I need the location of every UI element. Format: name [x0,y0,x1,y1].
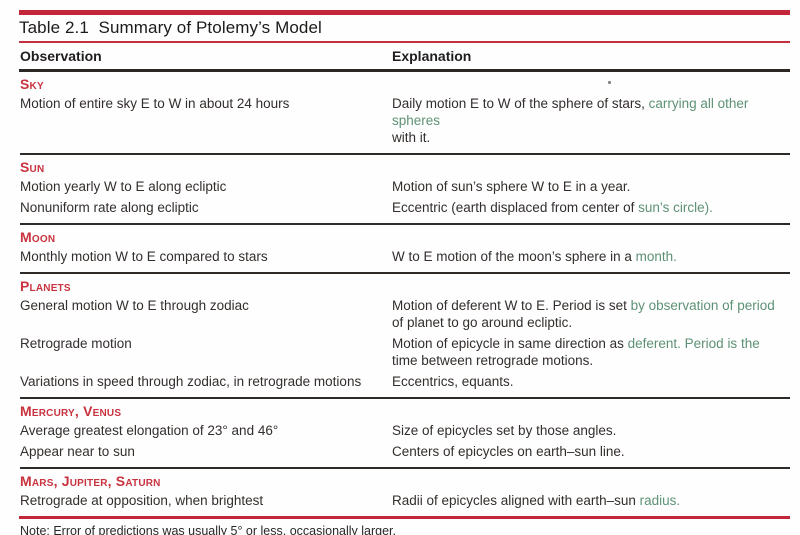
section-mercury-venus: Mercury, Venus Average greatest elongatio… [20,397,790,467]
observation-cell: Nonuniform rate along ecliptic [20,200,199,215]
text-segment: Daily motion E to W of the sphere of sta… [392,96,649,111]
section-planets: Planets General motion W to E through zod… [20,272,790,397]
section-sun: Sun Motion yearly W to E along ecliptic Mo… [20,153,790,223]
green-text-segment: radius. [639,493,681,508]
table-row: Motion yearly W to E along ecliptic Motio… [20,178,790,195]
table-row: Monthly motion W to E compared to stars W… [20,248,790,265]
text-segment: Motion of sun’s sphere W to E in a year. [392,179,631,194]
text-segment: Centers of epicycles on earth–sun line. [392,444,625,459]
section-label: Sun [20,159,45,175]
green-text-segment: deferent. Period is the [627,336,760,351]
text-segment: Eccentrics, equants. [392,374,514,389]
explanation-cell: Size of epicycles set by those angles. [392,422,790,439]
scan-artifact-dot [608,81,611,84]
green-text-segment: sun’s circle). [638,200,713,215]
section-label: Moon [20,229,56,245]
table-row: General motion W to E through zodiac Moti… [20,297,790,331]
observation-cell: Variations in speed through zodiac, in r… [20,374,362,389]
sections: Sky Motion of entire sky E to W in about … [0,72,800,516]
section-label: Sky [20,76,44,92]
text-segment: W to E motion of the moon’s sphere in a [392,249,636,264]
explanation-cell: Eccentric (earth displaced from center o… [392,199,790,216]
table-row: Variations in speed through zodiac, in r… [20,373,790,390]
observation-cell: Retrograde at opposition, when brightest [20,493,264,508]
observation-cell: General motion W to E through zodiac [20,298,249,313]
observation-cell: Motion yearly W to E along ecliptic [20,179,227,194]
explanation-cell: Motion of epicycle in same direction as … [392,335,790,369]
table-title: Table 2.1 Summary of Ptolemy’s Model [19,18,322,37]
footer-red-rule [19,516,790,519]
section-mars-jupiter-saturn: Mars, Jupiter, Saturn Retrograde at oppos… [20,467,790,516]
table-row: Retrograde at opposition, when brightest… [20,492,790,509]
observation-cell: Appear near to sun [20,444,135,459]
explanation-cell: Motion of deferent W to E. Period is set… [392,297,790,331]
text-segment: Motion of epicycle in same direction as [392,336,628,351]
text-segment: Size of epicycles set by those angles. [392,423,617,438]
text-segment: time between retrograde motions. [392,353,594,368]
top-red-bar [19,10,790,15]
section-label: Mercury, Venus [20,403,122,419]
text-segment: of planet to go around ecliptic. [392,315,573,330]
section-label: Mars, Jupiter, Saturn [20,473,161,489]
section-moon: Moon Monthly motion W to E compared to st… [20,223,790,272]
green-text-segment: by observation of period [630,298,775,313]
text-segment: with it. [392,130,431,145]
section-label: Planets [20,278,71,294]
explanation-cell: Centers of epicycles on earth–sun line. [392,443,790,460]
section-sky: Sky Motion of entire sky E to W in about … [20,72,790,153]
observation-cell: Average greatest elongation of 23° and 4… [20,423,279,438]
text-segment: Motion of deferent W to E. Period is set [392,298,631,313]
table-row: Average greatest elongation of 23° and 4… [20,422,790,439]
column-header-explanation: Explanation [392,48,472,64]
footnote: Note: Error of predictions was usually 5… [20,524,396,535]
green-text-segment: month. [635,249,677,264]
observation-cell: Motion of entire sky E to W in about 24 … [20,96,290,111]
text-segment: Eccentric (earth displaced from center o… [392,200,639,215]
column-header-observation: Observation [20,48,102,64]
table-row: Appear near to sun Centers of epicycles o… [20,443,790,460]
table-row: Retrograde motion Motion of epicycle in s… [20,335,790,369]
text-segment: Radii of epicycles aligned with earth–su… [392,493,640,508]
table-row: Nonuniform rate along ecliptic Eccentric … [20,199,790,216]
explanation-cell: Motion of sun’s sphere W to E in a year. [392,178,790,195]
observation-cell: Retrograde motion [20,336,132,351]
explanation-cell: W to E motion of the moon’s sphere in a … [392,248,790,265]
explanation-cell: Eccentrics, equants. [392,373,790,390]
green-text-segment: carrying all other spheres [392,96,749,128]
explanation-cell: Radii of epicycles aligned with earth–su… [392,492,790,509]
column-header-row: Observation Explanation [20,43,800,69]
title-underline-rule [19,41,790,43]
header-rule [19,69,790,72]
table-row: Motion of entire sky E to W in about 24 … [20,95,790,146]
explanation-cell: Daily motion E to W of the sphere of sta… [392,95,790,146]
observation-cell: Monthly motion W to E compared to stars [20,249,268,264]
